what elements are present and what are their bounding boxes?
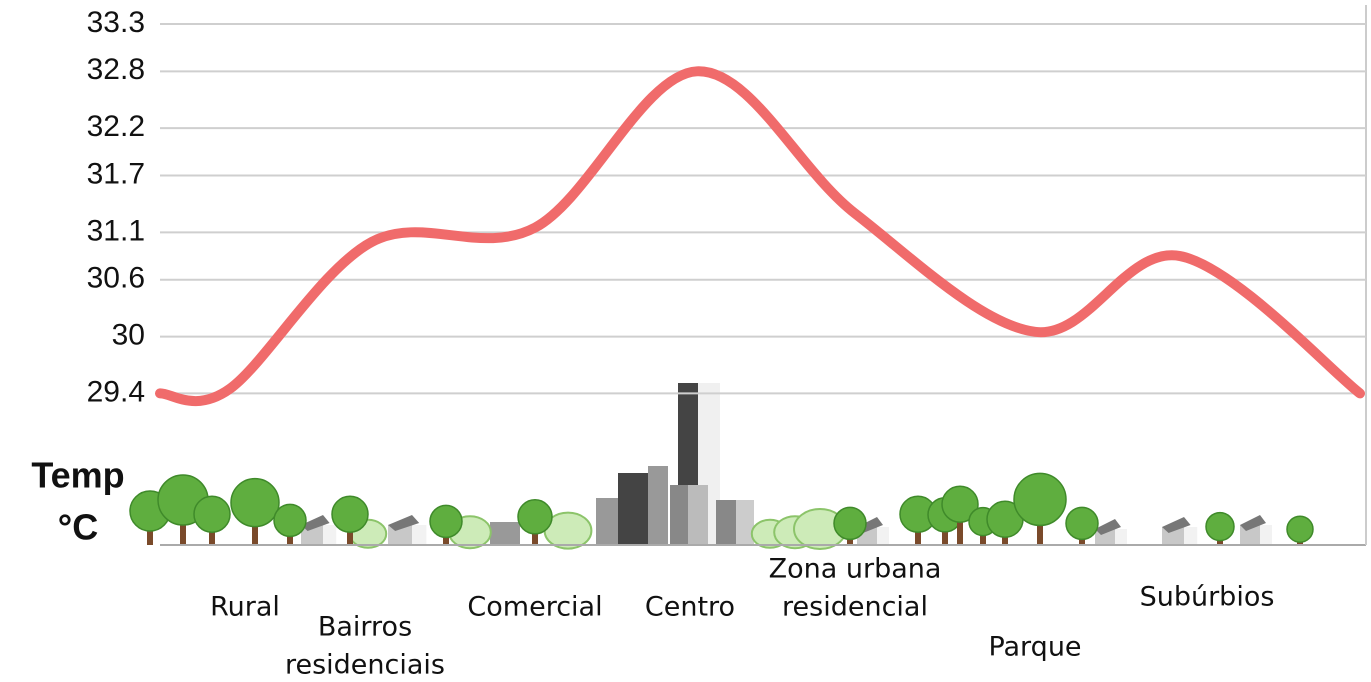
house-side: [1184, 527, 1198, 545]
building: [688, 485, 708, 545]
y-tick-label: 32.8: [87, 53, 145, 86]
x-tick-label: Bairros: [318, 612, 412, 643]
y-tick-label: 30.6: [87, 262, 145, 295]
y-tick-label: 31.7: [87, 157, 145, 190]
tree-trunk: [1037, 515, 1043, 545]
roof: [301, 515, 330, 531]
tree-trunk: [209, 525, 215, 545]
line: [155, 66, 1365, 407]
tree-trunk: [252, 517, 258, 545]
tree-crown: [1205, 511, 1235, 542]
y-tick-label: 31.1: [87, 214, 145, 247]
tree-trunk: [980, 530, 986, 545]
scenery: [129, 383, 1314, 550]
tree-crown: [273, 503, 307, 538]
roof: [1095, 519, 1121, 535]
tree-crown: [941, 485, 979, 523]
x-tick-label: Zona urbana: [769, 554, 942, 585]
house-side: [1115, 529, 1127, 545]
house-side: [1260, 525, 1272, 545]
tree-crown: [193, 495, 231, 533]
house: [388, 525, 412, 545]
building: [596, 498, 618, 545]
house-side: [323, 525, 337, 545]
tree-trunk: [147, 523, 153, 545]
y-tick-label: 30: [112, 319, 145, 352]
tree-crown: [1286, 515, 1314, 543]
tree-trunk: [942, 525, 948, 545]
tree-crown: [331, 495, 369, 533]
tree-trunk: [915, 525, 921, 545]
tree-trunk: [180, 515, 186, 545]
x-tick-label: Parque: [988, 632, 1081, 663]
house-side: [412, 525, 427, 545]
x-tick-label: residencial: [782, 592, 928, 623]
y-tick-label: 32.2: [87, 110, 145, 143]
tree-crown: [230, 477, 280, 528]
tree-trunk: [347, 525, 353, 545]
x-tick-label: Rural: [210, 592, 280, 623]
y-tick-label: 29.4: [87, 375, 145, 408]
x-tick-label: residenciais: [285, 650, 445, 681]
y-axis-label: Temp: [31, 455, 124, 496]
building: [618, 473, 650, 545]
y-axis-label: °C: [58, 507, 98, 548]
roof: [1240, 515, 1266, 531]
tree-trunk: [532, 527, 538, 545]
roof: [1162, 517, 1191, 533]
x-tick-label: Subúrbios: [1140, 582, 1275, 613]
building: [648, 466, 668, 545]
house-side: [877, 527, 889, 545]
tree-crown: [833, 506, 867, 541]
tree-trunk: [287, 530, 293, 545]
house: [301, 525, 323, 545]
building: [490, 522, 520, 545]
x-tick-label: Centro: [645, 592, 735, 623]
building: [670, 485, 688, 545]
building: [716, 500, 736, 545]
tree-crown: [1013, 472, 1067, 527]
tree-crown: [429, 504, 463, 539]
roof: [388, 515, 420, 531]
tree-crown: [517, 499, 553, 535]
tree-trunk: [957, 515, 963, 545]
y-tick-label: 33.3: [87, 6, 145, 39]
x-tick-label: Comercial: [467, 592, 602, 623]
tree-crown: [1065, 506, 1099, 541]
building: [736, 500, 754, 545]
